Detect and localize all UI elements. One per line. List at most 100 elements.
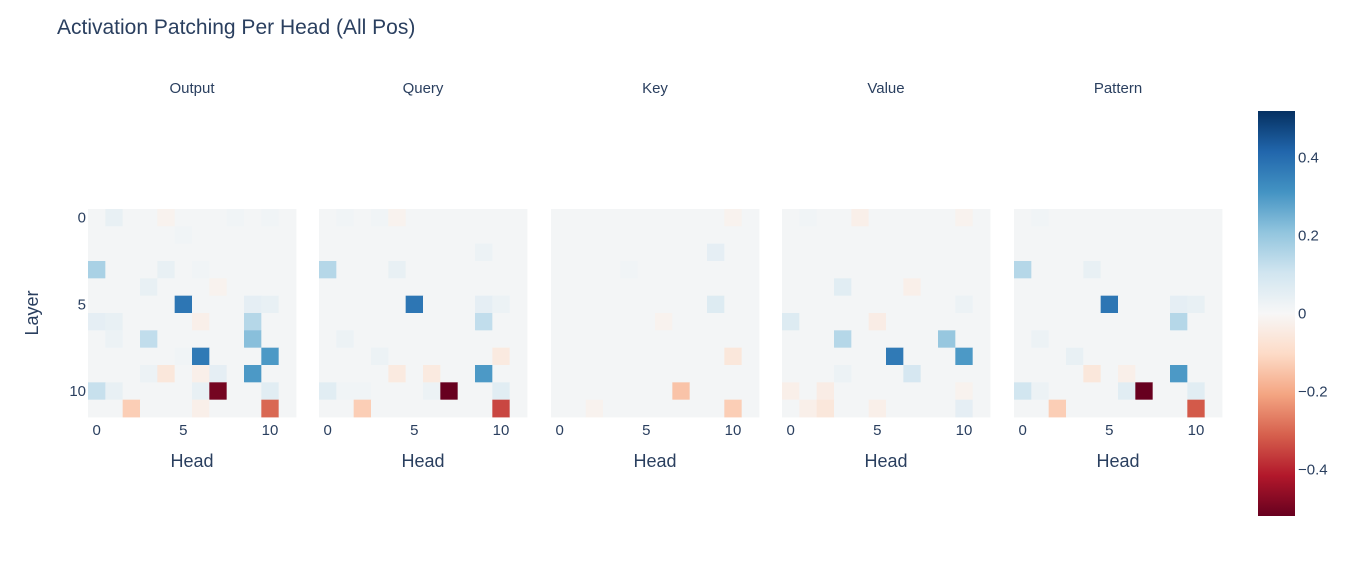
heatmap-cell <box>353 399 372 418</box>
heatmap-cell <box>603 382 621 401</box>
heatmap-cell <box>782 365 800 383</box>
heatmap-cell <box>834 243 852 262</box>
heatmap-cell <box>371 313 389 331</box>
heatmap-cell <box>244 278 262 297</box>
heatmap-cell <box>955 347 974 366</box>
heatmap-cell <box>1118 226 1136 245</box>
heatmap-cell <box>1014 243 1032 262</box>
heatmap-cell <box>1048 365 1067 383</box>
heatmap-cell <box>209 399 228 418</box>
heatmap-cell <box>851 261 870 279</box>
heatmap-cell <box>1187 226 1206 245</box>
heatmap-cell <box>492 347 511 366</box>
heatmap-cell <box>672 261 691 279</box>
heatmap-cell <box>672 209 691 227</box>
heatmap-cell <box>637 313 656 331</box>
heatmap-cell <box>1187 295 1206 314</box>
heatmap-cell <box>157 295 176 314</box>
heatmap-cell <box>1083 295 1102 314</box>
heatmap-cell <box>492 399 511 418</box>
heatmap-cell <box>551 330 569 349</box>
heatmap-cell <box>741 347 760 366</box>
heatmap-cell <box>1066 313 1084 331</box>
heatmap-cell <box>440 399 459 418</box>
heatmap-cell <box>371 347 389 366</box>
heatmap-cell <box>492 278 511 297</box>
heatmap-cell <box>388 243 407 262</box>
heatmap-cell <box>261 226 280 245</box>
y-tick-label: 10 <box>69 383 86 400</box>
heatmap-cell <box>551 226 569 245</box>
heatmap-cell <box>1187 278 1206 297</box>
heatmap-cell <box>568 261 587 279</box>
heatmap-cell <box>903 399 922 418</box>
heatmap-cell <box>920 209 939 227</box>
heatmap-cell <box>174 399 193 418</box>
heatmap-cell <box>972 382 991 401</box>
heatmap-cell <box>209 313 228 331</box>
heatmap-cell <box>319 226 337 245</box>
heatmap-cell <box>1152 382 1171 401</box>
heatmap-cell <box>157 261 176 279</box>
heatmap-cell <box>655 399 673 418</box>
heatmap-cell <box>834 365 852 383</box>
heatmap-cell <box>1118 365 1136 383</box>
heatmap-cell <box>1118 382 1136 401</box>
heatmap-cell <box>353 278 372 297</box>
heatmap-cell <box>1048 313 1067 331</box>
heatmap-cell <box>1048 382 1067 401</box>
heatmap-cell <box>244 313 262 331</box>
heatmap-cell <box>509 347 528 366</box>
heatmap-cell <box>278 365 297 383</box>
heatmap-cell <box>226 209 245 227</box>
heatmap-cell <box>261 330 280 349</box>
heatmap-cell <box>799 330 818 349</box>
heatmap-cell <box>1135 382 1154 401</box>
heatmap-cell <box>492 382 511 401</box>
heatmap-cell <box>724 399 743 418</box>
heatmap-cell <box>1100 365 1119 383</box>
heatmap-cell <box>1187 243 1206 262</box>
heatmap-cell <box>226 382 245 401</box>
heatmap-cell <box>388 313 407 331</box>
heatmap-cell <box>816 261 835 279</box>
heatmap-cell <box>1031 330 1050 349</box>
heatmap-cell <box>192 399 210 418</box>
heatmap-cell <box>568 278 587 297</box>
heatmap-cell <box>336 382 355 401</box>
heatmap-cell <box>551 399 569 418</box>
heatmap-cell <box>440 278 459 297</box>
heatmap-cell <box>192 365 210 383</box>
heatmap-cell <box>105 295 124 314</box>
heatmap-cell <box>353 243 372 262</box>
heatmap-cell <box>475 313 493 331</box>
heatmap-cell <box>689 313 708 331</box>
heatmap-cell <box>1083 243 1102 262</box>
heatmap-cell <box>1118 261 1136 279</box>
heatmap-cell <box>1152 330 1171 349</box>
heatmap-cell <box>157 382 176 401</box>
heatmap-cell <box>457 243 476 262</box>
heatmap-cell <box>920 226 939 245</box>
heatmap-cell <box>1048 399 1067 418</box>
heatmap-cell <box>174 226 193 245</box>
chart-title: Activation Patching Per Head (All Pos) <box>57 16 415 39</box>
heatmap-cell <box>689 261 708 279</box>
heatmap-cell <box>1135 295 1154 314</box>
heatmap-cell <box>509 261 528 279</box>
heatmap-cell <box>955 226 974 245</box>
heatmap-cell <box>868 330 887 349</box>
heatmap-cell <box>568 313 587 331</box>
x-axis-title: Head <box>633 451 676 471</box>
heatmap-cell <box>423 278 441 297</box>
heatmap-cell <box>799 261 818 279</box>
heatmap-cell <box>1100 243 1119 262</box>
heatmap-cell <box>886 278 904 297</box>
heatmap-cell <box>278 295 297 314</box>
heatmap-cell <box>920 382 939 401</box>
heatmap-cell <box>816 399 835 418</box>
heatmap-cell <box>620 365 639 383</box>
heatmap-cell <box>851 313 870 331</box>
heatmap-cell <box>585 399 604 418</box>
heatmap-cell <box>105 261 124 279</box>
